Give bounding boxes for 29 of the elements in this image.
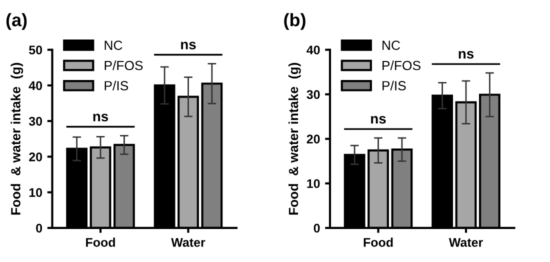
y-tick-label: 10: [307, 179, 320, 188]
text: ns: [181, 42, 196, 50]
legend-label: P/IS: [104, 80, 128, 90]
x-tick-label: Water: [171, 238, 206, 247]
legend-label: P/IS: [382, 80, 406, 90]
legend-label: NC: [104, 40, 122, 50]
y-tick-label: 40: [28, 81, 42, 90]
chart-title: (b): [284, 13, 306, 30]
legend-label: P/FOS: [382, 60, 420, 70]
y-tick-label: 0: [314, 224, 320, 233]
y-tick-label: 50: [29, 46, 42, 54]
y-tick-label: 20: [29, 152, 42, 162]
annotation: ns: [458, 51, 474, 59]
y-tick-label: 0: [36, 224, 42, 233]
legend-label: P/FOS: [104, 60, 143, 70]
y-axis-title: Food & water intake (g): [288, 62, 301, 215]
x-tick-label: Water: [448, 238, 483, 247]
y-tick-label: 30: [28, 116, 42, 126]
annotation: ns: [93, 114, 108, 122]
chart-title: (a): [6, 13, 27, 30]
y-tick-label: 20: [306, 134, 320, 144]
annotation: ns: [371, 116, 386, 124]
y-tick-label: 10: [29, 188, 42, 197]
y-tick-label: 40: [306, 46, 320, 54]
y-axis-title: Food & water intake (g): [10, 62, 24, 215]
x-tick-label: Food: [86, 238, 115, 247]
y-tick-label: 30: [306, 90, 320, 99]
legend-label: NC: [382, 40, 400, 50]
x-tick-label: Food: [364, 238, 393, 247]
